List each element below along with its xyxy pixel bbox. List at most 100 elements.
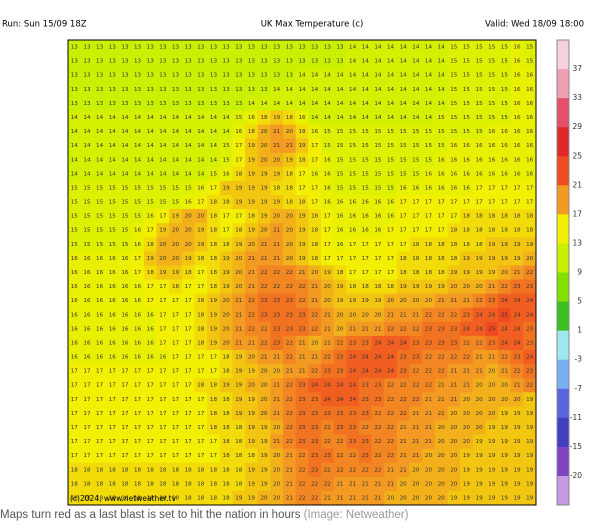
temp-value: 15	[463, 45, 471, 51]
temp-value: 17	[223, 214, 231, 220]
temp-value: 13	[172, 45, 180, 51]
temp-value: 20	[223, 298, 231, 304]
temp-value: 18	[450, 228, 458, 234]
temp-cell	[169, 166, 183, 182]
temp-cell	[219, 307, 233, 323]
temp-value: 15	[109, 228, 117, 234]
temp-value: 16	[71, 340, 79, 346]
temp-value: 24	[374, 340, 382, 346]
temp-cell	[169, 110, 183, 125]
temp-value: 18	[147, 270, 155, 276]
temp-cell	[409, 279, 423, 295]
temp-cell	[295, 321, 309, 337]
temp-cell	[93, 166, 107, 182]
temp-value: 13	[96, 87, 104, 93]
temp-cell	[118, 166, 132, 182]
temp-cell	[181, 152, 195, 168]
temp-value: 22	[298, 298, 305, 304]
temp-cell	[143, 180, 157, 196]
temp-value: 13	[260, 45, 268, 51]
temp-cell	[472, 237, 486, 252]
temp-value: 20	[172, 256, 180, 262]
temp-value: 14	[273, 101, 281, 107]
temp-value: 14	[438, 101, 446, 107]
temp-value: 17	[362, 256, 370, 262]
temp-cell	[434, 166, 448, 182]
temp-cell	[498, 68, 512, 83]
temp-cell	[510, 124, 524, 140]
temp-value: 18	[223, 425, 231, 431]
temp-cell	[460, 279, 474, 295]
temp-value: 18	[121, 467, 129, 473]
temp-value: 18	[400, 256, 408, 262]
temp-cell	[333, 138, 347, 154]
temp-value: 13	[185, 45, 193, 51]
temp-cell	[409, 138, 423, 154]
temp-value: 14	[400, 59, 408, 65]
temp-cell	[207, 152, 221, 168]
temp-value: 17	[83, 383, 91, 389]
temp-value: 15	[336, 143, 344, 149]
temp-value: 22	[298, 453, 305, 459]
temp-value: 23	[311, 425, 319, 431]
temp-value: 15	[96, 242, 104, 248]
temp-cell	[194, 124, 208, 140]
temp-value: 19	[501, 481, 509, 487]
temp-value: 17	[134, 453, 142, 459]
temp-value: 15	[400, 129, 408, 135]
temp-value: 13	[71, 59, 79, 65]
temp-cell	[422, 335, 436, 351]
temp-cell	[283, 68, 297, 83]
temp-cell	[80, 166, 94, 182]
temp-cell	[346, 40, 360, 55]
temp-value: 22	[324, 355, 331, 361]
temp-value: 16	[488, 129, 496, 135]
temp-cell	[510, 265, 524, 280]
temp-cell	[93, 279, 107, 295]
temp-value: 17	[121, 411, 129, 417]
temp-value: 14	[349, 115, 357, 121]
temp-value: 16	[147, 355, 155, 361]
temp-value: 15	[425, 157, 433, 163]
temp-cell	[283, 40, 297, 55]
temp-value: 20	[476, 425, 484, 431]
temp-cell	[257, 209, 271, 224]
temp-cell	[320, 279, 335, 295]
temp-cell	[396, 40, 410, 55]
temp-value: 23	[311, 439, 319, 445]
temp-value: 21	[374, 326, 382, 332]
temp-cell	[422, 293, 436, 309]
temp-value: 17	[185, 298, 193, 304]
temp-cell	[409, 265, 423, 280]
temp-value: 21	[298, 270, 306, 276]
temp-value: 18	[438, 270, 446, 276]
temp-value: 16	[374, 200, 382, 206]
temp-value: 18	[349, 284, 357, 290]
temp-cell	[460, 40, 474, 55]
temp-value: 24	[513, 312, 521, 318]
temp-value: 16	[526, 143, 534, 149]
temp-value: 13	[71, 101, 79, 107]
temp-value: 15	[438, 129, 446, 135]
temp-cell	[333, 82, 347, 97]
temp-value: 22	[387, 411, 394, 417]
temp-value: 16	[387, 214, 395, 220]
temp-value: 18	[185, 270, 193, 276]
temp-value: 19	[501, 242, 509, 248]
temp-cell	[194, 82, 208, 97]
temp-cell	[295, 350, 309, 365]
temp-value: 20	[476, 397, 484, 403]
temp-cell	[498, 335, 512, 351]
temp-cell	[358, 251, 372, 266]
temp-value: 15	[324, 143, 332, 149]
temp-value: 23	[273, 340, 281, 346]
temp-cell	[434, 265, 448, 280]
temp-value: 14	[412, 101, 420, 107]
temp-value: 13	[134, 59, 142, 65]
temp-value: 20	[235, 284, 243, 290]
temp-cell	[308, 293, 322, 309]
temp-value: 18	[311, 214, 319, 220]
temp-value: 20	[412, 495, 420, 501]
temp-value: 18	[235, 439, 243, 445]
temp-cell	[207, 40, 221, 55]
